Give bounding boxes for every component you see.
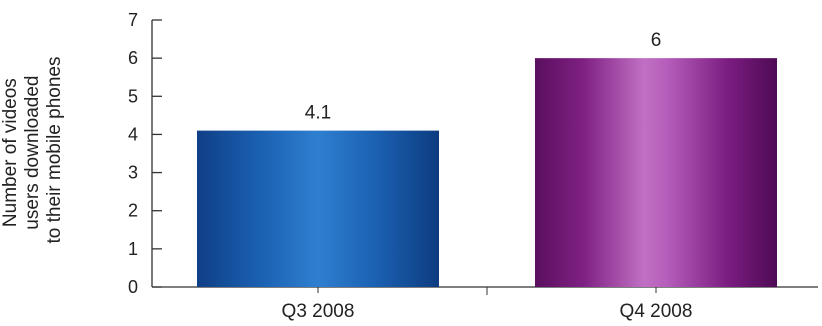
y-axis-label-line-3: to their mobile phones [44,57,65,244]
x-category-label: Q4 2008 [620,301,693,322]
y-tick-label: 7 [128,10,138,30]
y-tick-label: 4 [128,124,138,144]
y-tick-label: 3 [128,163,138,183]
bar-q3-2008 [197,130,439,287]
y-tick-label: 2 [128,201,138,221]
bars [197,58,777,288]
y-tick-label: 6 [128,48,138,68]
y-tick-label: 5 [128,86,138,106]
y-axis-label-line-1: Number of videos [0,78,21,227]
y-tick-label: 0 [128,277,138,297]
y-axis-label: Number of videos users downloaded to the… [0,57,65,244]
labels: 4.1 Q3 2008 6 Q4 2008 [282,30,693,322]
y-tick-label: 1 [128,239,138,259]
bar-value-label: 6 [651,30,662,51]
bar-q4-2008 [535,58,777,288]
bar-value-label: 4.1 [305,103,331,124]
y-axis-label-line-2: users downloaded [22,76,43,230]
x-category-label: Q3 2008 [282,301,355,322]
